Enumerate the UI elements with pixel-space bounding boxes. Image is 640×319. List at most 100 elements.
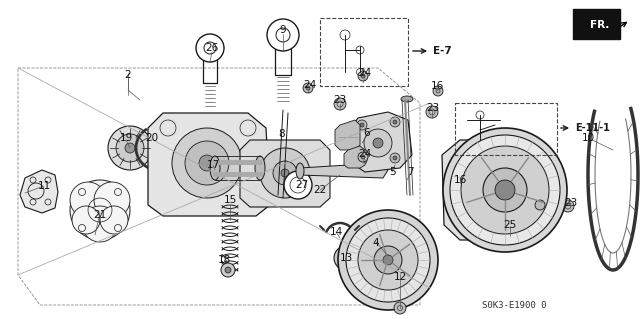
Polygon shape — [300, 158, 388, 178]
Circle shape — [390, 153, 400, 163]
Bar — [455, 103, 557, 155]
Text: 6: 6 — [364, 128, 371, 138]
Circle shape — [360, 158, 364, 162]
Text: 24: 24 — [358, 68, 372, 78]
Text: 2: 2 — [125, 70, 131, 80]
Circle shape — [358, 230, 418, 290]
Circle shape — [357, 155, 367, 165]
Text: 21: 21 — [93, 210, 107, 220]
Text: 26: 26 — [205, 43, 219, 53]
Text: 22: 22 — [314, 185, 326, 195]
Circle shape — [100, 206, 128, 234]
Circle shape — [393, 120, 397, 124]
Polygon shape — [442, 140, 540, 240]
Circle shape — [72, 206, 100, 234]
Circle shape — [70, 182, 106, 218]
Text: E-7: E-7 — [433, 46, 452, 56]
Text: 27: 27 — [296, 180, 308, 190]
Circle shape — [358, 152, 368, 162]
Text: 18: 18 — [218, 255, 230, 265]
Text: 4: 4 — [372, 238, 380, 248]
Polygon shape — [148, 113, 270, 216]
Ellipse shape — [401, 96, 413, 102]
Circle shape — [225, 267, 231, 273]
Text: 14: 14 — [330, 227, 342, 237]
Circle shape — [495, 180, 515, 200]
Circle shape — [125, 143, 135, 153]
FancyBboxPatch shape — [573, 9, 620, 39]
Text: E-11-1: E-11-1 — [575, 123, 610, 133]
Text: 9: 9 — [280, 25, 286, 35]
Bar — [320, 18, 408, 86]
Circle shape — [357, 120, 367, 130]
Circle shape — [281, 169, 289, 177]
Text: 23: 23 — [333, 95, 347, 105]
Circle shape — [108, 126, 152, 170]
Text: 20: 20 — [145, 133, 159, 143]
Text: 23: 23 — [426, 103, 440, 113]
Circle shape — [172, 128, 242, 198]
Circle shape — [393, 156, 397, 160]
Circle shape — [306, 86, 310, 90]
Circle shape — [116, 134, 144, 162]
Circle shape — [346, 218, 430, 302]
Circle shape — [461, 146, 549, 234]
Circle shape — [82, 206, 118, 242]
Text: FR.: FR. — [590, 20, 609, 30]
Text: 16: 16 — [430, 81, 444, 91]
Circle shape — [390, 117, 400, 127]
Circle shape — [394, 302, 406, 314]
Circle shape — [374, 246, 402, 274]
Polygon shape — [20, 170, 58, 213]
Polygon shape — [240, 140, 330, 207]
Text: 24: 24 — [358, 149, 372, 159]
Circle shape — [373, 138, 383, 148]
Circle shape — [260, 148, 310, 198]
Circle shape — [358, 71, 368, 81]
Circle shape — [221, 263, 235, 277]
Circle shape — [364, 129, 392, 157]
Text: 25: 25 — [504, 220, 516, 230]
Polygon shape — [344, 146, 365, 168]
Circle shape — [450, 135, 560, 245]
Circle shape — [284, 171, 312, 199]
Circle shape — [361, 155, 365, 159]
Circle shape — [483, 168, 527, 212]
Circle shape — [562, 200, 574, 212]
Circle shape — [360, 123, 364, 127]
Text: 15: 15 — [223, 195, 237, 205]
Text: 5: 5 — [388, 167, 396, 177]
Circle shape — [338, 210, 438, 310]
Text: 16: 16 — [453, 175, 467, 185]
Text: S0K3-E1900 0: S0K3-E1900 0 — [482, 301, 547, 310]
Ellipse shape — [296, 163, 304, 179]
Circle shape — [70, 180, 130, 240]
Circle shape — [535, 200, 545, 210]
Ellipse shape — [210, 156, 220, 180]
Circle shape — [334, 246, 358, 270]
Circle shape — [443, 128, 567, 252]
Ellipse shape — [255, 156, 265, 180]
Text: 12: 12 — [394, 272, 406, 282]
Text: 23: 23 — [564, 198, 578, 208]
Text: 13: 13 — [339, 253, 353, 263]
Circle shape — [334, 98, 346, 110]
Text: 7: 7 — [406, 167, 413, 177]
Circle shape — [341, 253, 351, 263]
Circle shape — [303, 83, 313, 93]
Circle shape — [433, 86, 443, 96]
Circle shape — [94, 182, 130, 218]
Text: 24: 24 — [303, 80, 317, 90]
Text: 8: 8 — [278, 129, 285, 139]
Polygon shape — [348, 112, 412, 172]
Circle shape — [383, 255, 393, 265]
Circle shape — [185, 141, 229, 185]
Circle shape — [199, 155, 215, 171]
Polygon shape — [335, 120, 360, 150]
Circle shape — [426, 106, 438, 118]
Text: 10: 10 — [581, 133, 595, 143]
Circle shape — [455, 178, 465, 188]
Circle shape — [273, 161, 297, 185]
Text: 19: 19 — [120, 133, 132, 143]
Circle shape — [361, 74, 365, 78]
